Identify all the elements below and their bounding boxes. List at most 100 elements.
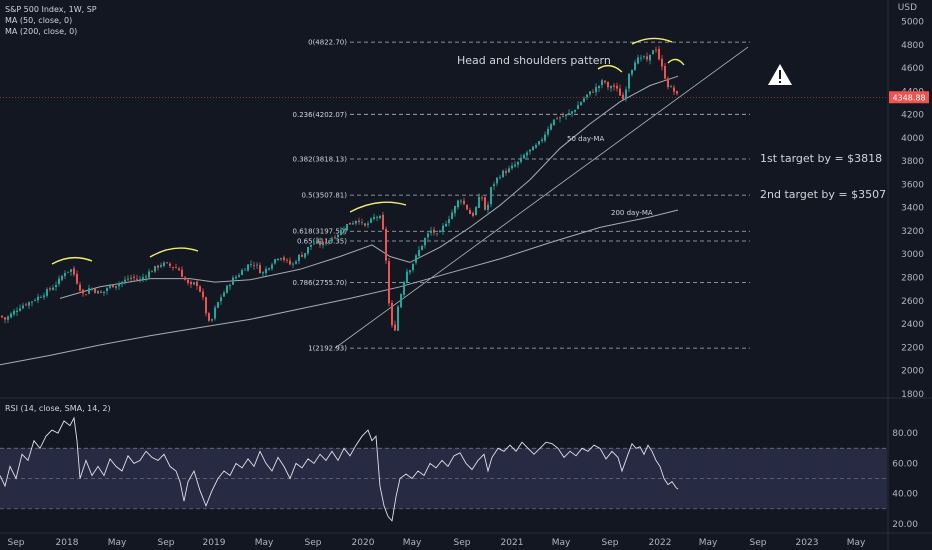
candle-body xyxy=(67,271,69,273)
time-tick-label: 2021 xyxy=(501,538,524,548)
candle-body xyxy=(178,268,180,271)
candle-body xyxy=(121,281,123,284)
ma200-label: 200 day-MA xyxy=(611,209,653,217)
candle-body xyxy=(16,310,18,313)
candle-body xyxy=(235,276,237,279)
legend-rsi: RSI (14, close, SMA, 14, 2) xyxy=(5,404,111,413)
candle-body xyxy=(262,272,264,274)
candle-body xyxy=(502,170,504,178)
candle-body xyxy=(58,278,60,285)
candle-body xyxy=(256,264,258,266)
candle-body xyxy=(430,230,432,233)
fib-level-label: 0.382(3818.13) xyxy=(293,156,348,164)
candle-body xyxy=(631,70,633,75)
time-tick-label: 2022 xyxy=(649,538,672,548)
candle-body xyxy=(388,261,390,304)
candles-group xyxy=(1,45,678,332)
candle-body xyxy=(241,270,243,275)
price-tick-label: 2600 xyxy=(901,297,924,307)
legend-ma200: MA (200, close, 0) xyxy=(5,27,78,36)
candle-body xyxy=(553,119,555,125)
candle-body xyxy=(226,285,228,293)
price-tick-label: 2800 xyxy=(901,273,924,283)
time-tick-label: May xyxy=(699,538,718,548)
candle-body xyxy=(439,230,441,233)
candle-body xyxy=(367,223,369,225)
ma50-line xyxy=(59,75,679,299)
candle-body xyxy=(460,200,462,202)
candle-body xyxy=(25,304,27,306)
candle-body xyxy=(370,218,372,223)
candle-body xyxy=(643,56,645,58)
price-tick-label: 3200 xyxy=(901,227,924,237)
candle-body xyxy=(661,58,663,67)
price-tick-label: 3000 xyxy=(901,250,924,260)
candle-body xyxy=(4,317,6,320)
pattern-arc xyxy=(51,256,93,265)
candle-body xyxy=(490,187,492,205)
candle-body xyxy=(31,301,33,303)
candle-body xyxy=(478,196,480,208)
pattern-arc xyxy=(631,37,673,45)
candle-body xyxy=(28,302,30,306)
candle-body xyxy=(211,319,213,321)
candle-body xyxy=(337,234,339,238)
candle-body xyxy=(361,222,363,224)
candle-body xyxy=(22,305,24,309)
candle-body xyxy=(649,54,651,61)
candle-body xyxy=(133,276,135,278)
candle-body xyxy=(352,223,354,225)
candle-body xyxy=(607,81,609,88)
candle-body xyxy=(424,238,426,246)
candle-body xyxy=(181,269,183,277)
candle-body xyxy=(148,271,150,278)
candle-body xyxy=(493,184,495,187)
candle-body xyxy=(463,200,465,204)
price-tick-label: 3600 xyxy=(901,180,924,190)
candle-body xyxy=(676,90,678,94)
candle-body xyxy=(199,286,201,292)
candle-body xyxy=(505,171,507,173)
candle-body xyxy=(382,214,384,230)
candle-body xyxy=(613,85,615,87)
candle-body xyxy=(289,260,291,265)
candle-body xyxy=(292,263,294,265)
candle-body xyxy=(673,87,675,92)
candle-body xyxy=(376,216,378,218)
candle-body xyxy=(7,316,9,320)
candle-body xyxy=(232,277,234,285)
candle-body xyxy=(637,57,639,64)
price-tick-label: 4800 xyxy=(901,41,924,51)
candle-body xyxy=(397,306,399,331)
candle-body xyxy=(655,49,657,51)
legend-ma50: MA (50, close, 0) xyxy=(5,16,73,25)
candle-body xyxy=(277,258,279,260)
warning-icon-stroke xyxy=(779,70,781,79)
candle-body xyxy=(319,241,321,246)
time-tick-label: Sep xyxy=(158,538,175,548)
candle-body xyxy=(214,307,216,319)
candle-body xyxy=(109,285,111,288)
candle-body xyxy=(145,276,147,278)
candle-body xyxy=(475,206,477,216)
candle-body xyxy=(535,145,537,148)
last-price-tag-label: 4348.88 xyxy=(892,93,925,102)
time-tick-label: Sep xyxy=(602,538,619,548)
candle-body xyxy=(409,270,411,273)
candle-body xyxy=(247,264,249,271)
candle-body xyxy=(172,267,174,268)
candle-body xyxy=(391,302,393,326)
candle-body xyxy=(76,273,78,284)
candle-body xyxy=(100,291,102,293)
candle-body xyxy=(334,237,336,239)
candle-body xyxy=(451,212,453,220)
candle-body xyxy=(175,267,177,269)
candle-body xyxy=(601,80,603,86)
currency-label: USD xyxy=(898,3,917,13)
candle-body xyxy=(274,259,276,264)
candle-body xyxy=(454,205,456,214)
candle-body xyxy=(433,229,435,233)
candle-body xyxy=(622,94,624,100)
candle-body xyxy=(136,278,138,280)
